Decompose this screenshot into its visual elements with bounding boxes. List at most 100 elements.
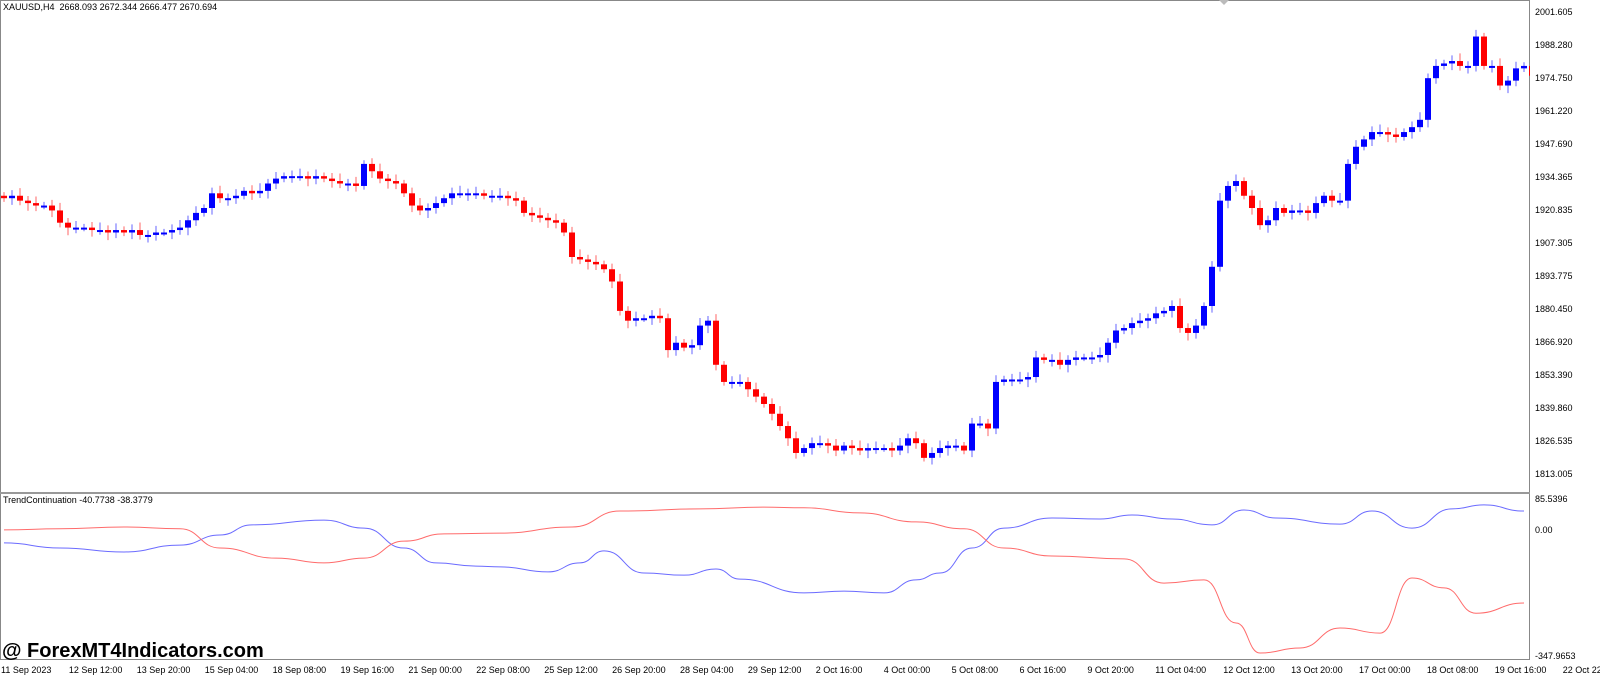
candle-body [41, 205, 47, 208]
candle-body [1129, 323, 1135, 329]
candle [1513, 61, 1519, 87]
time-tick-label: 22 Oct 22:00 [1562, 665, 1600, 675]
candle [289, 170, 295, 183]
candle-body [1465, 65, 1471, 68]
chart-shift-marker-icon[interactable] [1219, 0, 1229, 5]
candle [921, 439, 927, 462]
candle [9, 190, 15, 205]
candle-body [25, 200, 31, 204]
candle [745, 377, 751, 397]
candle-body [1233, 181, 1239, 186]
candle [673, 336, 679, 356]
candle [1025, 372, 1031, 388]
candle-body [697, 325, 703, 346]
candle-body [1265, 220, 1271, 226]
price-chart[interactable] [0, 0, 1530, 492]
candle [1113, 323, 1119, 349]
time-tick-label: 22 Sep 08:00 [476, 665, 530, 675]
candle [1505, 75, 1511, 94]
chart-window[interactable] [0, 0, 1530, 660]
price-tick-label: 1826.535 [1535, 435, 1573, 446]
candle-body [1489, 65, 1495, 68]
candle [1209, 261, 1215, 313]
candle-body [1505, 80, 1511, 86]
candle-body [1041, 357, 1047, 360]
candle [553, 213, 559, 229]
candle [1305, 205, 1311, 221]
candle-body [729, 381, 735, 384]
candle-body [1089, 357, 1095, 360]
candle-body [897, 445, 903, 451]
candle [1409, 121, 1415, 139]
candle-body [825, 443, 831, 446]
candle [473, 186, 479, 199]
candle-body [257, 190, 263, 194]
candle-body [113, 230, 119, 233]
candle-body [665, 318, 671, 351]
candle-body [537, 215, 543, 218]
candle [1385, 127, 1391, 143]
candle-body [1321, 195, 1327, 204]
candle [1345, 159, 1351, 209]
candle [1057, 352, 1063, 370]
candle [449, 187, 455, 205]
candle-body [1073, 357, 1079, 360]
candle-body [793, 438, 799, 453]
candle [1401, 128, 1407, 141]
candle-body [329, 178, 335, 182]
indicator-tick-label: -347.9653 [1535, 651, 1576, 661]
price-tick-label: 1934.365 [1535, 171, 1573, 182]
candle-body [657, 315, 663, 319]
candle [1177, 298, 1183, 333]
candle [649, 310, 655, 325]
candle-body [753, 389, 759, 397]
candle [185, 215, 191, 236]
price-tick-label: 1880.450 [1535, 303, 1573, 314]
candle [1337, 193, 1343, 206]
candle [1297, 202, 1303, 216]
candle-body [977, 423, 983, 426]
candle [577, 249, 583, 265]
candle [1265, 215, 1271, 233]
candle-body [1033, 357, 1039, 378]
candle-body [1449, 61, 1455, 64]
candle-body [1185, 328, 1191, 333]
candle [65, 218, 71, 236]
candle-body [1305, 210, 1311, 213]
candle-body [481, 193, 487, 196]
candle-body [89, 227, 95, 231]
candle [593, 255, 599, 270]
candle [881, 444, 887, 452]
candle-body [409, 193, 415, 206]
candle [489, 190, 495, 203]
candle-body [137, 230, 143, 235]
candle-body [1433, 65, 1439, 79]
candle-body [585, 259, 591, 262]
time-tick-label: 6 Oct 16:00 [1019, 665, 1067, 675]
candle [265, 178, 271, 199]
time-tick-label: 4 Oct 00:00 [883, 665, 931, 675]
candle [833, 439, 839, 457]
candle [169, 224, 175, 240]
candle-body [1137, 320, 1143, 324]
candle [801, 444, 807, 457]
candle-body [577, 256, 583, 260]
candle-body [65, 222, 71, 228]
candle [857, 440, 863, 456]
candle-body [649, 315, 655, 319]
candle [1193, 318, 1199, 339]
candle [393, 174, 399, 190]
candle-body [337, 181, 343, 184]
pane-separator[interactable] [0, 492, 1530, 494]
candle-body [401, 183, 407, 194]
time-tick-label: 13 Oct 20:00 [1291, 665, 1343, 675]
candle-body [185, 220, 191, 228]
candle-body [1393, 134, 1399, 137]
candle [809, 437, 815, 455]
candle-body [601, 264, 607, 270]
ohlc-values: 2668.093 2672.344 2666.477 2670.694 [59, 2, 218, 12]
indicator-tick-label: 85.5396 [1535, 494, 1568, 504]
candle-body [73, 227, 79, 230]
candle [73, 220, 79, 234]
candle [913, 431, 919, 449]
